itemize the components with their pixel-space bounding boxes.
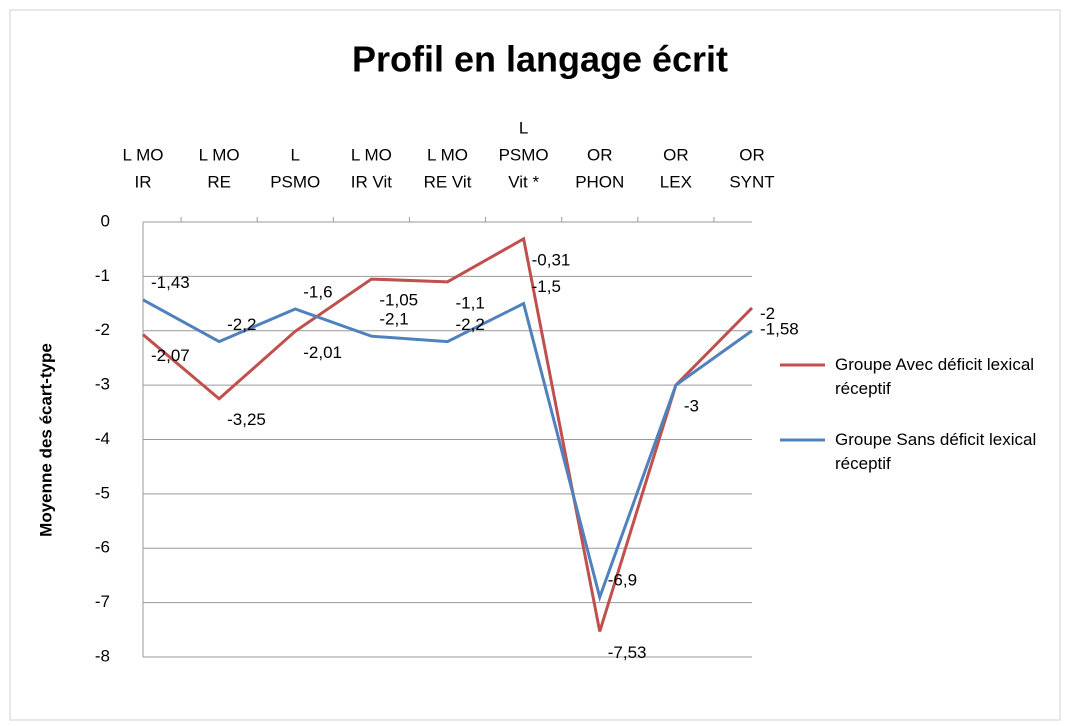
x-tick-label: SYNT xyxy=(729,172,774,191)
data-label: -7,53 xyxy=(608,643,647,662)
x-tick-label: PSMO xyxy=(270,172,320,191)
y-tick-label: -8 xyxy=(95,646,110,665)
data-label: -2,2 xyxy=(456,315,485,334)
series-line xyxy=(142,298,753,603)
data-label: -1,43 xyxy=(151,273,190,292)
x-tick-label: L MO xyxy=(199,145,240,164)
series-line xyxy=(142,236,754,632)
x-tick-label: RE Vit xyxy=(424,172,472,191)
x-tick-label: IR xyxy=(135,172,152,191)
data-label: -2,2 xyxy=(227,315,256,334)
y-tick-label: -6 xyxy=(95,538,110,557)
y-tick-label: -2 xyxy=(95,320,110,339)
data-label: -2,01 xyxy=(303,343,342,362)
x-tick-label: L xyxy=(519,118,528,137)
x-tick-label: L MO xyxy=(351,145,392,164)
x-tick-label: PHON xyxy=(575,172,624,191)
data-label: -1,6 xyxy=(303,282,332,301)
legend-label: Groupe Avec déficit lexical réceptif xyxy=(835,355,1035,398)
y-tick-label: -5 xyxy=(95,483,110,502)
x-tick-label: OR xyxy=(739,145,765,164)
x-tick-label: LEX xyxy=(660,172,692,191)
x-tick-label: OR xyxy=(587,145,613,164)
data-label: -1,58 xyxy=(760,319,799,338)
data-label: -1,05 xyxy=(379,291,418,310)
chart-title: Profil en langage écrit xyxy=(352,39,728,80)
data-label: -3 xyxy=(684,397,699,416)
x-tick-label: L MO xyxy=(123,145,164,164)
y-tick-label: 0 xyxy=(101,211,110,230)
x-tick-label: RE xyxy=(207,172,231,191)
data-label: -2,1 xyxy=(379,310,408,329)
y-axis-title: Moyenne des écart-type xyxy=(36,343,55,537)
x-tick-label: IR Vit xyxy=(351,172,393,191)
data-label: -6,9 xyxy=(608,571,637,590)
y-tick-label: -7 xyxy=(95,592,110,611)
x-tick-label: Vit * xyxy=(508,172,539,191)
data-label: -1,5 xyxy=(532,277,561,296)
data-label: -3,25 xyxy=(227,410,266,429)
data-label: -2 xyxy=(760,304,775,323)
x-tick-label: L xyxy=(291,145,300,164)
x-tick-label: L MO xyxy=(427,145,468,164)
data-label: -0,31 xyxy=(532,250,571,269)
y-tick-label: -4 xyxy=(95,429,110,448)
y-tick-label: -3 xyxy=(95,375,110,394)
data-label: -2,07 xyxy=(151,346,190,365)
legend-label: Groupe Sans déficit lexical réceptif xyxy=(835,430,1037,473)
x-tick-label: PSMO xyxy=(499,145,549,164)
y-tick-label: -1 xyxy=(95,266,110,285)
chart-frame xyxy=(9,9,1061,721)
data-label: -1,1 xyxy=(456,293,485,312)
x-tick-label: OR xyxy=(663,145,689,164)
